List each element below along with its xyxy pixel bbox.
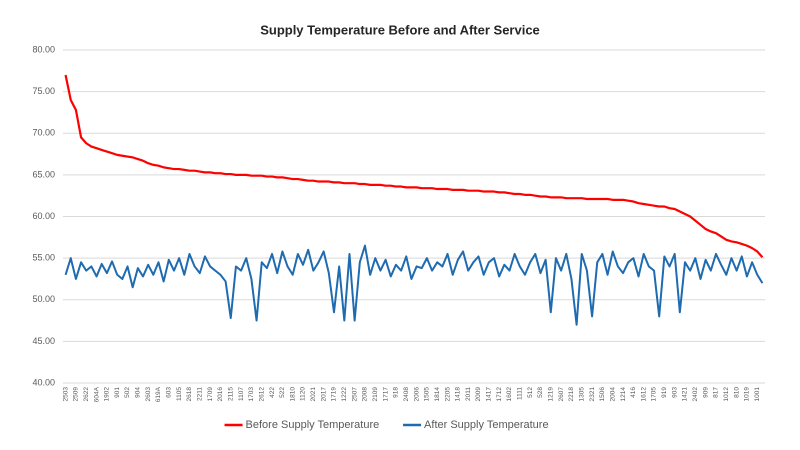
x-tick-label: 619A [155, 386, 162, 402]
x-tick-label: 2115 [227, 387, 234, 401]
x-tick-label: 2004 [609, 387, 616, 402]
x-tick-label: 528 [537, 387, 544, 398]
x-tick-label: 2008 [362, 387, 369, 402]
x-tick-label: 1703 [248, 387, 255, 402]
x-tick-label: 2016 [217, 387, 224, 402]
x-tick-label: 903 [671, 387, 678, 398]
x-tick-label: 2408 [403, 387, 410, 402]
x-tick-label: 1810 [289, 387, 296, 402]
y-tick-label: 80.00 [32, 44, 55, 54]
x-tick-label: 1602 [506, 387, 513, 402]
x-tick-label: 904 [135, 387, 142, 398]
x-tick-label: 2618 [186, 387, 193, 402]
x-tick-label: 1019 [744, 387, 751, 402]
y-tick-label: 60.00 [32, 211, 55, 221]
x-tick-label: 901 [114, 387, 121, 398]
x-tick-label: 1417 [486, 387, 493, 402]
x-tick-label: 2503 [62, 387, 69, 402]
y-tick-label: 40.00 [32, 377, 55, 387]
x-tick-label: 1111 [517, 387, 524, 400]
x-tick-label: 919 [661, 387, 668, 398]
x-tick-label: 2011 [465, 387, 472, 401]
x-tick-label: 603 [166, 387, 173, 398]
x-tick-label: 2603 [145, 387, 152, 402]
x-tick-label: 1107 [238, 387, 245, 401]
legend-label: After Supply Temperature [424, 419, 549, 431]
x-tick-label: 512 [527, 387, 534, 398]
x-tick-label: 2509 [73, 387, 80, 402]
y-tick-label: 50.00 [32, 294, 55, 304]
x-tick-label: 2402 [692, 387, 699, 402]
x-tick-label: 1719 [331, 387, 338, 402]
x-tick-label: 1505 [424, 387, 431, 402]
x-tick-label: 1814 [434, 387, 441, 402]
x-tick-label: 2507 [351, 387, 358, 402]
x-tick-label: 1222 [341, 387, 348, 402]
x-tick-label: 2021 [310, 387, 317, 402]
x-tick-label: 1305 [578, 387, 585, 402]
x-tick-label: 2607 [558, 387, 565, 402]
legend-label: Before Supply Temperature [246, 419, 380, 431]
x-tick-label: 422 [269, 387, 276, 398]
x-tick-label: 1120 [300, 387, 307, 401]
x-tick-label: 1506 [599, 387, 606, 402]
x-tick-label: 2211 [197, 387, 204, 401]
x-tick-label: 1612 [640, 387, 647, 402]
series-line [64, 244, 764, 326]
y-tick-label: 65.00 [32, 169, 55, 179]
x-tick-label: 2612 [258, 387, 265, 402]
x-tick-label: 817 [713, 387, 720, 398]
y-tick-label: 45.00 [32, 336, 55, 346]
x-tick-label: 1214 [620, 387, 627, 402]
x-tick-label: 2622 [83, 387, 90, 402]
x-tick-label: 522 [279, 387, 286, 398]
x-tick-label: 1105 [176, 387, 183, 401]
x-tick-label: 604A [93, 386, 100, 402]
x-tick-label: 2009 [475, 387, 482, 402]
x-tick-label: 2006 [413, 387, 420, 402]
x-tick-label: 1001 [754, 387, 761, 402]
y-tick-label: 70.00 [32, 128, 55, 138]
x-tick-label: 2218 [568, 387, 575, 402]
x-tick-label: 1705 [651, 387, 658, 402]
series-line [64, 74, 764, 259]
x-tick-label: 1219 [548, 387, 555, 402]
y-tick-label: 55.00 [32, 253, 55, 263]
x-tick-label: 1418 [455, 387, 462, 402]
x-tick-label: 2109 [372, 387, 379, 402]
x-tick-label: 1709 [207, 387, 214, 402]
x-tick-label: 2017 [320, 387, 327, 402]
x-tick-label: 1712 [496, 387, 503, 402]
x-tick-label: 909 [702, 387, 709, 398]
chart-title: Supply Temperature Before and After Serv… [260, 22, 540, 37]
x-tick-label: 1012 [723, 387, 730, 402]
y-tick-label: 75.00 [32, 86, 55, 96]
x-tick-label: 416 [630, 387, 637, 398]
x-tick-label: 1717 [382, 387, 389, 402]
x-tick-label: 2205 [444, 387, 451, 402]
x-tick-label: 918 [393, 387, 400, 398]
x-tick-label: 1902 [104, 387, 111, 402]
x-tick-label: 2321 [589, 387, 596, 402]
x-tick-label: 810 [733, 387, 740, 398]
x-tick-label: 1421 [682, 387, 689, 402]
x-tick-label: 502 [124, 387, 131, 398]
